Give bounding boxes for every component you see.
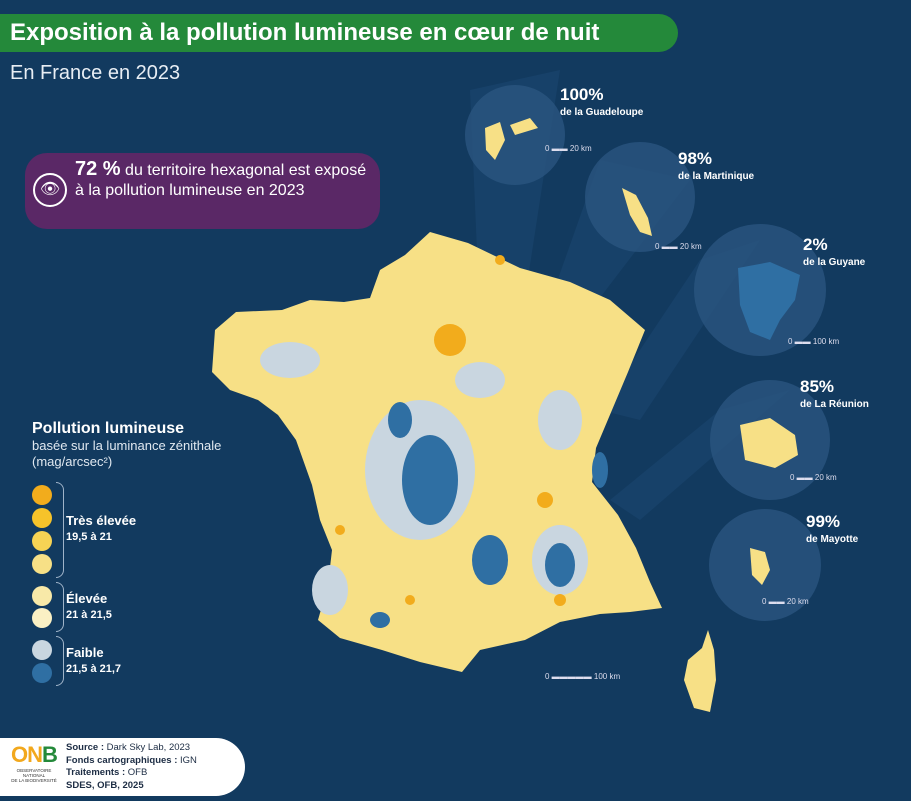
guadeloupe-label: 100% de la Guadeloupe	[560, 85, 644, 119]
legend-swatch	[32, 608, 52, 628]
legend-brace	[56, 636, 64, 686]
source-line: Source : Dark Sky Lab, 2023	[66, 742, 191, 753]
legend-class-low: Faible 21,5 à 21,7	[66, 645, 122, 675]
legend-unit: (mag/arcsec²)	[32, 454, 113, 469]
key-figure-text: du territoire hexagonal est exposé à la …	[75, 162, 367, 199]
legend-class-high: Élevée 21 à 21,5	[66, 591, 112, 621]
legend: Pollution lumineuse basée sur la luminan…	[32, 420, 292, 712]
legend-swatch	[32, 485, 52, 505]
france-mainland	[212, 232, 662, 672]
legend-swatch	[32, 531, 52, 551]
corsica	[684, 630, 716, 712]
scale-bar-mainland: 0 ▬▬▬▬▬ 100 km	[545, 672, 621, 681]
legend-subtitle: basée sur la luminance zénithale	[32, 438, 222, 453]
page-subtitle: En France en 2023	[10, 62, 181, 84]
eye-icon: 👁	[33, 173, 67, 207]
legend-swatch	[32, 640, 52, 660]
credit-line: SDES, OFB, 2025	[66, 779, 144, 791]
scale-bar-mayotte: 0 ▬▬ 20 km	[762, 597, 809, 606]
martinique	[622, 188, 652, 236]
onb-logo: ONB OBSERVATOIRE NATIONAL DE LA BIODIVERSI…	[11, 742, 58, 783]
scale-bar-reunion: 0 ▬▬ 20 km	[790, 473, 837, 482]
legend-brace	[56, 582, 64, 632]
processing-line: Traitements : OFB	[66, 767, 148, 778]
guyane	[738, 262, 800, 340]
legend-swatch	[32, 508, 52, 528]
mayotte-label: 99% de Mayotte	[806, 512, 859, 546]
guyane-label: 2% de la Guyane	[803, 235, 866, 269]
footer-sources: ONB OBSERVATOIRE NATIONAL DE LA BIODIVERSI…	[0, 738, 245, 796]
legend-brace	[56, 482, 64, 578]
guadeloupe	[485, 118, 538, 160]
mayotte	[750, 548, 770, 585]
legend-swatch	[32, 554, 52, 574]
key-figure-callout: 👁 72 % du territoire hexagonal est expos…	[25, 153, 380, 229]
scale-bar-guadeloupe: 0 ▬▬ 20 km	[545, 144, 592, 153]
reunion-label: 85% de La Réunion	[800, 377, 869, 411]
reunion	[740, 418, 798, 468]
legend-title: Pollution lumineuse	[32, 420, 185, 437]
legend-swatch	[32, 586, 52, 606]
page-title: Exposition à la pollution lumineuse en c…	[0, 14, 678, 52]
legend-class-very-high: Très élevée 19,5 à 21	[66, 513, 137, 543]
basemap-line: Fonds cartographiques : IGN	[66, 754, 197, 766]
key-figure-value: 72 %	[75, 158, 121, 180]
legend-swatch	[32, 663, 52, 683]
scale-bar-martinique: 0 ▬▬ 20 km	[655, 242, 702, 251]
scale-bar-guyane: 0 ▬▬ 100 km	[788, 337, 840, 346]
martinique-label: 98% de la Martinique	[678, 149, 755, 183]
